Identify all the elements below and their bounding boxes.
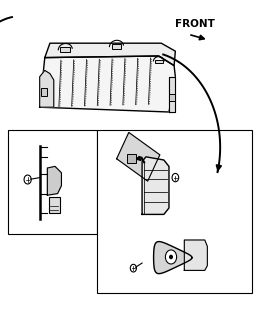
Polygon shape <box>40 56 175 112</box>
Polygon shape <box>117 132 160 181</box>
Circle shape <box>170 255 172 259</box>
Text: 287: 287 <box>107 250 121 259</box>
Polygon shape <box>184 240 207 270</box>
Polygon shape <box>169 77 175 112</box>
Text: 81: 81 <box>45 224 55 233</box>
Polygon shape <box>142 157 169 214</box>
Text: FRONT: FRONT <box>175 19 215 29</box>
Polygon shape <box>47 166 61 195</box>
FancyBboxPatch shape <box>60 47 70 52</box>
Text: 336: 336 <box>183 175 198 184</box>
Bar <box>169 94 175 101</box>
Bar <box>41 88 47 96</box>
Bar <box>49 197 60 213</box>
Text: 82: 82 <box>12 194 22 203</box>
Text: 207: 207 <box>184 154 198 163</box>
FancyBboxPatch shape <box>155 60 163 63</box>
Polygon shape <box>40 70 54 107</box>
Bar <box>97 130 252 293</box>
Polygon shape <box>45 43 175 66</box>
Polygon shape <box>154 242 192 274</box>
FancyBboxPatch shape <box>112 44 121 49</box>
Circle shape <box>165 250 177 264</box>
Bar <box>127 154 136 163</box>
Bar <box>8 130 97 234</box>
Text: 91: 91 <box>211 269 221 278</box>
Text: 58: 58 <box>130 160 139 169</box>
